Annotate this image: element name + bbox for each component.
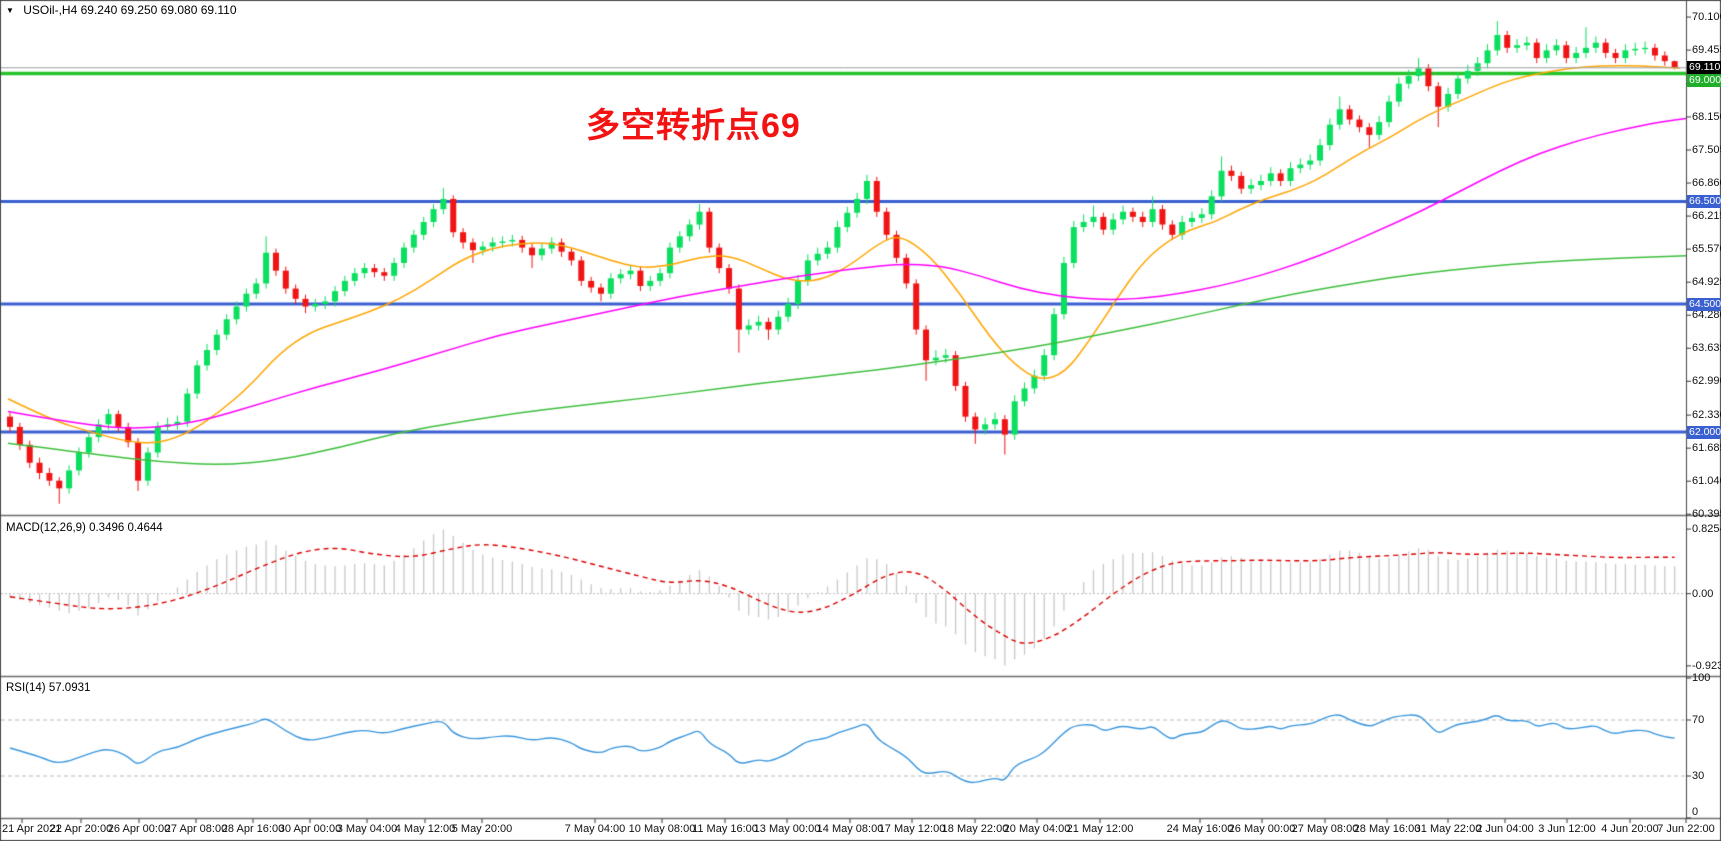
symbol-ohlc-label: USOil-,H4 69.240 69.250 69.080 69.110	[23, 3, 237, 17]
time-axis-label: 3 May 04:00	[336, 823, 398, 835]
time-axis-label: 27 Apr 08:00	[164, 823, 228, 835]
level-badge-green-69000: 69.000	[1687, 74, 1721, 87]
level-badge-blue-66500: 66.500	[1687, 195, 1721, 208]
price-axis-label: 65.570	[1692, 243, 1721, 256]
time-axis-label: 3 Jun 12:00	[1538, 823, 1596, 835]
time-axis-label: 28 Apr 16:00	[221, 823, 285, 835]
time-axis-label: 22 Apr 20:00	[49, 823, 113, 835]
rsi-axis-label: 0	[1692, 806, 1699, 818]
macd-axis-label: -0.9234	[1692, 659, 1721, 672]
time-axis-label: 20 May 04:00	[1003, 823, 1071, 835]
price-axis-label: 69.455	[1692, 44, 1721, 57]
price-axis-label: 63.635	[1692, 342, 1721, 355]
symbol-info: ▼ USOil-,H4 69.240 69.250 69.080 69.110	[6, 3, 237, 17]
time-axis-label: 10 May 08:00	[628, 823, 696, 835]
chevron-down-icon[interactable]: ▼	[6, 6, 14, 15]
price-axis-label: 62.330	[1692, 409, 1721, 422]
macd-axis-label: 0.00	[1692, 587, 1714, 600]
rsi-axis-label: 70	[1692, 714, 1705, 726]
level-badge-blue-62000: 62.000	[1687, 426, 1721, 439]
time-axis-label: 13 May 00:00	[753, 823, 821, 835]
time-axis-label: 14 May 08:00	[816, 823, 884, 835]
rsi-axis-label: 100	[1692, 672, 1711, 684]
time-axis-label: 24 May 16:00	[1166, 823, 1234, 835]
time-axis-label: 7 Jun 22:00	[1657, 823, 1715, 835]
level-badge-blue-64500: 64.500	[1687, 298, 1721, 311]
price-axis-label: 70.100	[1692, 11, 1721, 24]
time-axis-label: 30 Apr 00:00	[278, 823, 342, 835]
time-axis-label: 11 May 16:00	[692, 823, 758, 835]
time-axis-label: 26 May 00:00	[1228, 823, 1296, 835]
price-axis-label: 66.215	[1692, 210, 1721, 223]
time-axis-label: 2 Jun 04:00	[1476, 823, 1534, 835]
price-axis-label: 68.150	[1692, 110, 1721, 123]
price-axis-label: 60.395	[1692, 508, 1721, 521]
time-axis-label: 17 May 12:00	[878, 823, 946, 835]
price-axis-label: 64.925	[1692, 276, 1721, 289]
time-axis-label: 31 May 22:00	[1414, 823, 1482, 835]
price-axis-label: 61.685	[1692, 442, 1721, 455]
time-axis-label: 26 Apr 00:00	[107, 823, 171, 835]
price-axis-label: 62.990	[1692, 375, 1721, 388]
time-axis-label: 21 May 12:00	[1066, 823, 1134, 835]
time-axis-label: 28 May 16:00	[1353, 823, 1421, 835]
time-axis-label: 7 May 04:00	[564, 823, 626, 835]
time-axis-label: 21 Apr 2021	[2, 823, 62, 835]
rsi-indicator-label: RSI(14) 57.0931	[6, 682, 91, 694]
price-axis-label: 64.280	[1692, 309, 1721, 322]
price-axis-label: 67.505	[1692, 144, 1721, 156]
price-axis-label: 66.860	[1692, 177, 1721, 190]
time-axis-label: 27 May 08:00	[1291, 823, 1359, 835]
macd-axis-label: 0.8254	[1692, 523, 1721, 536]
macd-indicator-label: MACD(12,26,9) 0.3496 0.4644	[6, 522, 163, 534]
time-axis-label: 18 May 22:00	[941, 823, 1009, 835]
time-axis-label: 5 May 20:00	[451, 823, 513, 835]
time-axis-label: 4 Jun 20:00	[1601, 823, 1659, 835]
annotation-text: 多空转折点69	[586, 107, 801, 145]
rsi-axis-label: 30	[1692, 770, 1705, 782]
price-axis-label: 61.040	[1692, 475, 1721, 488]
current-price-badge: 69.110	[1687, 61, 1721, 74]
time-axis-label: 4 May 12:00	[394, 823, 456, 835]
